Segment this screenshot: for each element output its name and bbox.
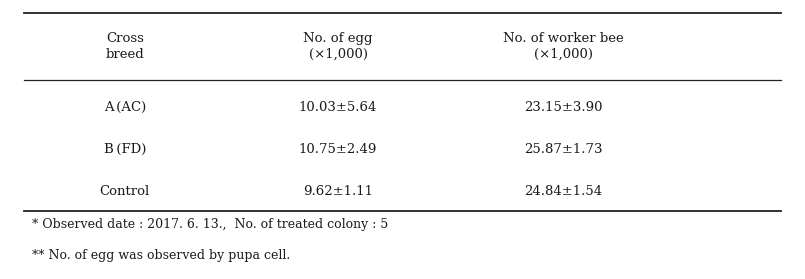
Text: 10.03±5.64: 10.03±5.64 xyxy=(299,101,378,114)
Text: No. of worker bee
(×1,000): No. of worker bee (×1,000) xyxy=(503,32,624,61)
Text: ** No. of egg was observed by pupa cell.: ** No. of egg was observed by pupa cell. xyxy=(32,249,291,262)
Text: 9.62±1.11: 9.62±1.11 xyxy=(303,185,373,198)
Text: 25.87±1.73: 25.87±1.73 xyxy=(524,143,603,156)
Text: B (FD): B (FD) xyxy=(104,143,146,156)
Text: 23.15±3.90: 23.15±3.90 xyxy=(524,101,603,114)
Text: Control: Control xyxy=(100,185,150,198)
Text: A (AC): A (AC) xyxy=(104,101,146,114)
Text: 24.84±1.54: 24.84±1.54 xyxy=(524,185,603,198)
Text: 10.75±2.49: 10.75±2.49 xyxy=(299,143,378,156)
Text: No. of egg
(×1,000): No. of egg (×1,000) xyxy=(303,32,373,61)
Text: Cross
breed: Cross breed xyxy=(105,32,144,61)
Text: * Observed date : 2017. 6. 13.,  No. of treated colony : 5: * Observed date : 2017. 6. 13., No. of t… xyxy=(32,218,389,231)
